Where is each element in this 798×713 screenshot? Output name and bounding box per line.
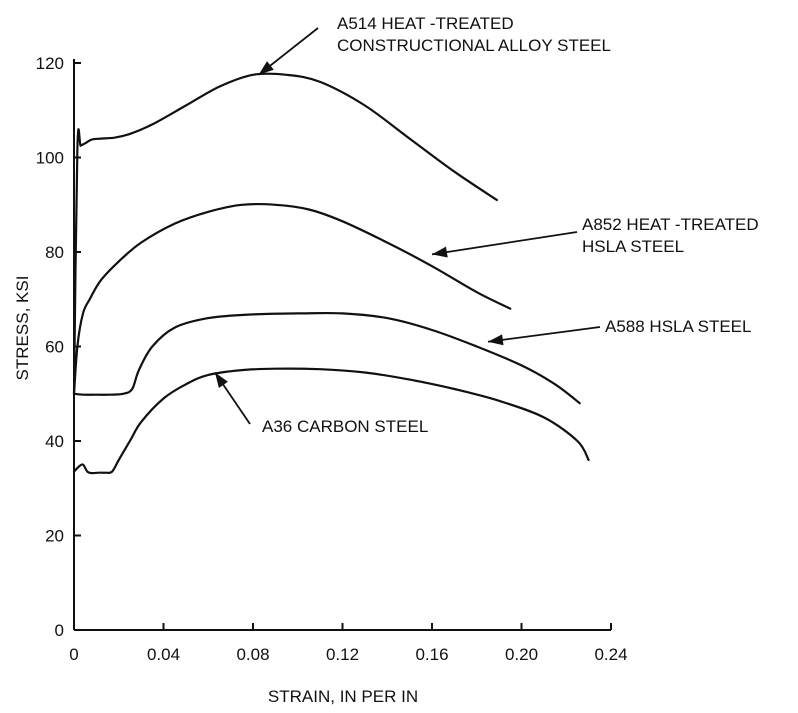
y-tick-label: 100 bbox=[36, 149, 64, 168]
annotation-arrow bbox=[431, 231, 578, 256]
annotation-arrowhead bbox=[432, 246, 448, 258]
y-ticks: 0 20 40 60 80 100 120 bbox=[36, 54, 81, 640]
x-ticks: 0 0.04 0.08 0.12 0.16 0.20 0.24 bbox=[69, 623, 628, 664]
x-tick-label: 0.20 bbox=[505, 645, 538, 664]
annotation-4: A36 CARBON STEEL bbox=[214, 371, 428, 436]
annotation-arrowhead bbox=[487, 334, 504, 346]
annotations: A514 HEAT -TREATED CONSTRUCTIONAL ALLOY S… bbox=[214, 14, 759, 436]
x-tick-label: 0.12 bbox=[326, 645, 359, 664]
y-tick-label: 20 bbox=[45, 527, 64, 546]
curves bbox=[72, 72, 590, 475]
x-axis-label: STRAIN, IN PER IN bbox=[268, 687, 418, 706]
x-tick-label: 0.08 bbox=[236, 645, 269, 664]
x-tick-label: 0.04 bbox=[147, 645, 180, 664]
x-tick-label: 0.24 bbox=[594, 645, 627, 664]
series-curve-2 bbox=[72, 202, 512, 395]
annotation-label: A588 HSLA STEEL bbox=[605, 317, 751, 336]
annotation-label: A36 CARBON STEEL bbox=[262, 417, 428, 436]
annotation-label: CONSTRUCTIONAL ALLOY STEEL bbox=[337, 36, 611, 55]
annotation-2: A852 HEAT -TREATED HSLA STEEL bbox=[431, 215, 759, 258]
x-tick-label: 0 bbox=[69, 645, 78, 664]
y-tick-label: 60 bbox=[45, 338, 64, 357]
annotation-arrow bbox=[487, 326, 601, 343]
y-tick-label: 80 bbox=[45, 243, 64, 262]
annotation-label: A852 HEAT -TREATED bbox=[582, 215, 759, 234]
series-curve-1 bbox=[72, 72, 498, 395]
series-curve-3 bbox=[72, 311, 581, 405]
annotation-arrowhead bbox=[258, 61, 274, 75]
annotation-1: A514 HEAT -TREATED CONSTRUCTIONAL ALLOY S… bbox=[258, 14, 611, 76]
y-tick-label: 0 bbox=[55, 621, 64, 640]
x-tick-label: 0.16 bbox=[415, 645, 448, 664]
y-axis-label: STRESS, KSI bbox=[13, 276, 32, 381]
annotation-label: A514 HEAT -TREATED bbox=[337, 14, 514, 33]
annotation-3: A588 HSLA STEEL bbox=[487, 317, 751, 346]
y-tick-label: 40 bbox=[45, 432, 64, 451]
annotation-arrowhead bbox=[215, 372, 228, 388]
series-curve-4 bbox=[72, 367, 590, 475]
annotation-label: HSLA STEEL bbox=[582, 237, 684, 256]
y-tick-label: 120 bbox=[36, 54, 64, 73]
